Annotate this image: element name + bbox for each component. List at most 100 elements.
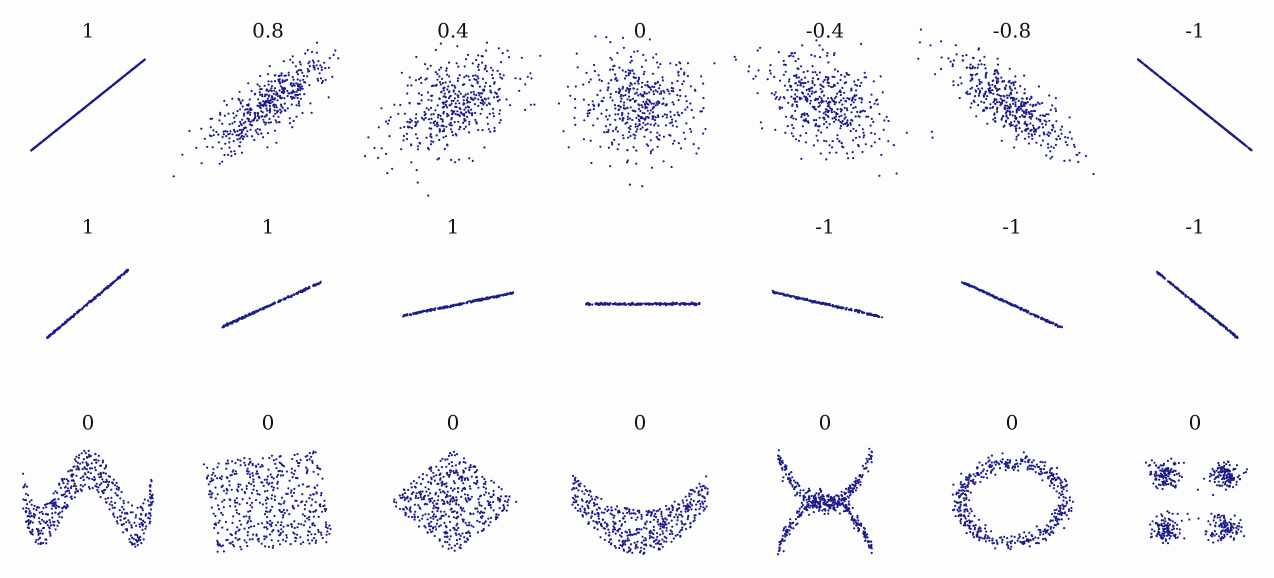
dot (1015, 135, 1018, 138)
dot (664, 124, 668, 127)
dot (878, 137, 881, 140)
dot (309, 102, 312, 105)
dot (949, 60, 952, 63)
dot (685, 122, 688, 125)
dot (1011, 110, 1014, 113)
dot (265, 113, 268, 116)
dot (108, 480, 111, 483)
dot (42, 506, 45, 510)
dot (610, 79, 613, 82)
dot (414, 79, 418, 82)
dot (616, 148, 619, 151)
dot (700, 75, 703, 78)
dot (822, 85, 825, 89)
dot (818, 71, 822, 74)
dot (119, 519, 122, 522)
dot (447, 97, 451, 100)
dot (1041, 139, 1044, 142)
dot (98, 476, 101, 479)
dot (607, 82, 610, 85)
dot (969, 73, 972, 76)
dot (940, 56, 943, 59)
dot (694, 303, 697, 306)
dot (1022, 104, 1025, 107)
dot (683, 71, 686, 74)
dot (116, 522, 119, 525)
dot (860, 81, 863, 84)
dot (248, 123, 252, 126)
dot (702, 107, 705, 110)
dot (289, 95, 292, 98)
dot (998, 94, 1001, 97)
dot (629, 303, 633, 306)
dot (803, 298, 806, 301)
dot (446, 115, 449, 118)
dot (250, 124, 254, 127)
dot (796, 84, 799, 87)
dot (477, 128, 480, 132)
dot (315, 64, 318, 67)
dot (415, 169, 418, 172)
dot (448, 123, 451, 126)
dot (1210, 315, 1213, 318)
dot (1031, 137, 1034, 140)
dot (436, 78, 439, 81)
dot (876, 103, 879, 106)
dot (996, 88, 999, 92)
dot (468, 157, 471, 160)
dot (1034, 130, 1037, 133)
dot (1152, 71, 1156, 74)
dot (670, 121, 674, 124)
dot (284, 109, 287, 112)
dot (410, 84, 413, 87)
dot (1039, 144, 1043, 147)
dot (324, 67, 327, 70)
dot (296, 93, 299, 96)
dot (246, 130, 249, 133)
dot (434, 71, 437, 74)
dot (986, 95, 989, 98)
dot (991, 83, 994, 86)
dot (629, 61, 632, 64)
dot (786, 293, 789, 296)
dot (1084, 154, 1087, 158)
dot (824, 302, 828, 305)
dot (256, 83, 259, 86)
dot (637, 94, 640, 97)
dot (895, 172, 898, 175)
dot (635, 162, 638, 165)
dot (273, 106, 276, 109)
dot (498, 121, 501, 124)
dot (1029, 117, 1032, 120)
dot (679, 67, 683, 70)
dot (225, 324, 228, 327)
dot (831, 305, 834, 308)
dot (759, 46, 762, 49)
dot (276, 99, 279, 102)
dot (638, 104, 641, 107)
dot (275, 93, 278, 96)
dot (72, 314, 75, 317)
dot (596, 117, 599, 120)
dot (647, 116, 650, 119)
dot (798, 98, 802, 101)
dot (1045, 154, 1048, 157)
dot (471, 85, 474, 88)
dot (842, 146, 845, 149)
dot (989, 86, 992, 89)
dot (294, 65, 297, 68)
dot (30, 503, 33, 506)
dot (313, 68, 316, 71)
dot (779, 79, 782, 82)
dot (768, 69, 772, 72)
dot (602, 96, 605, 99)
dot (810, 53, 813, 57)
dot (432, 113, 435, 116)
dot (446, 73, 449, 76)
dot (270, 87, 273, 90)
dot (224, 130, 227, 133)
dot (976, 72, 979, 75)
dot (95, 294, 98, 298)
dot (474, 74, 477, 77)
dot (852, 101, 855, 104)
